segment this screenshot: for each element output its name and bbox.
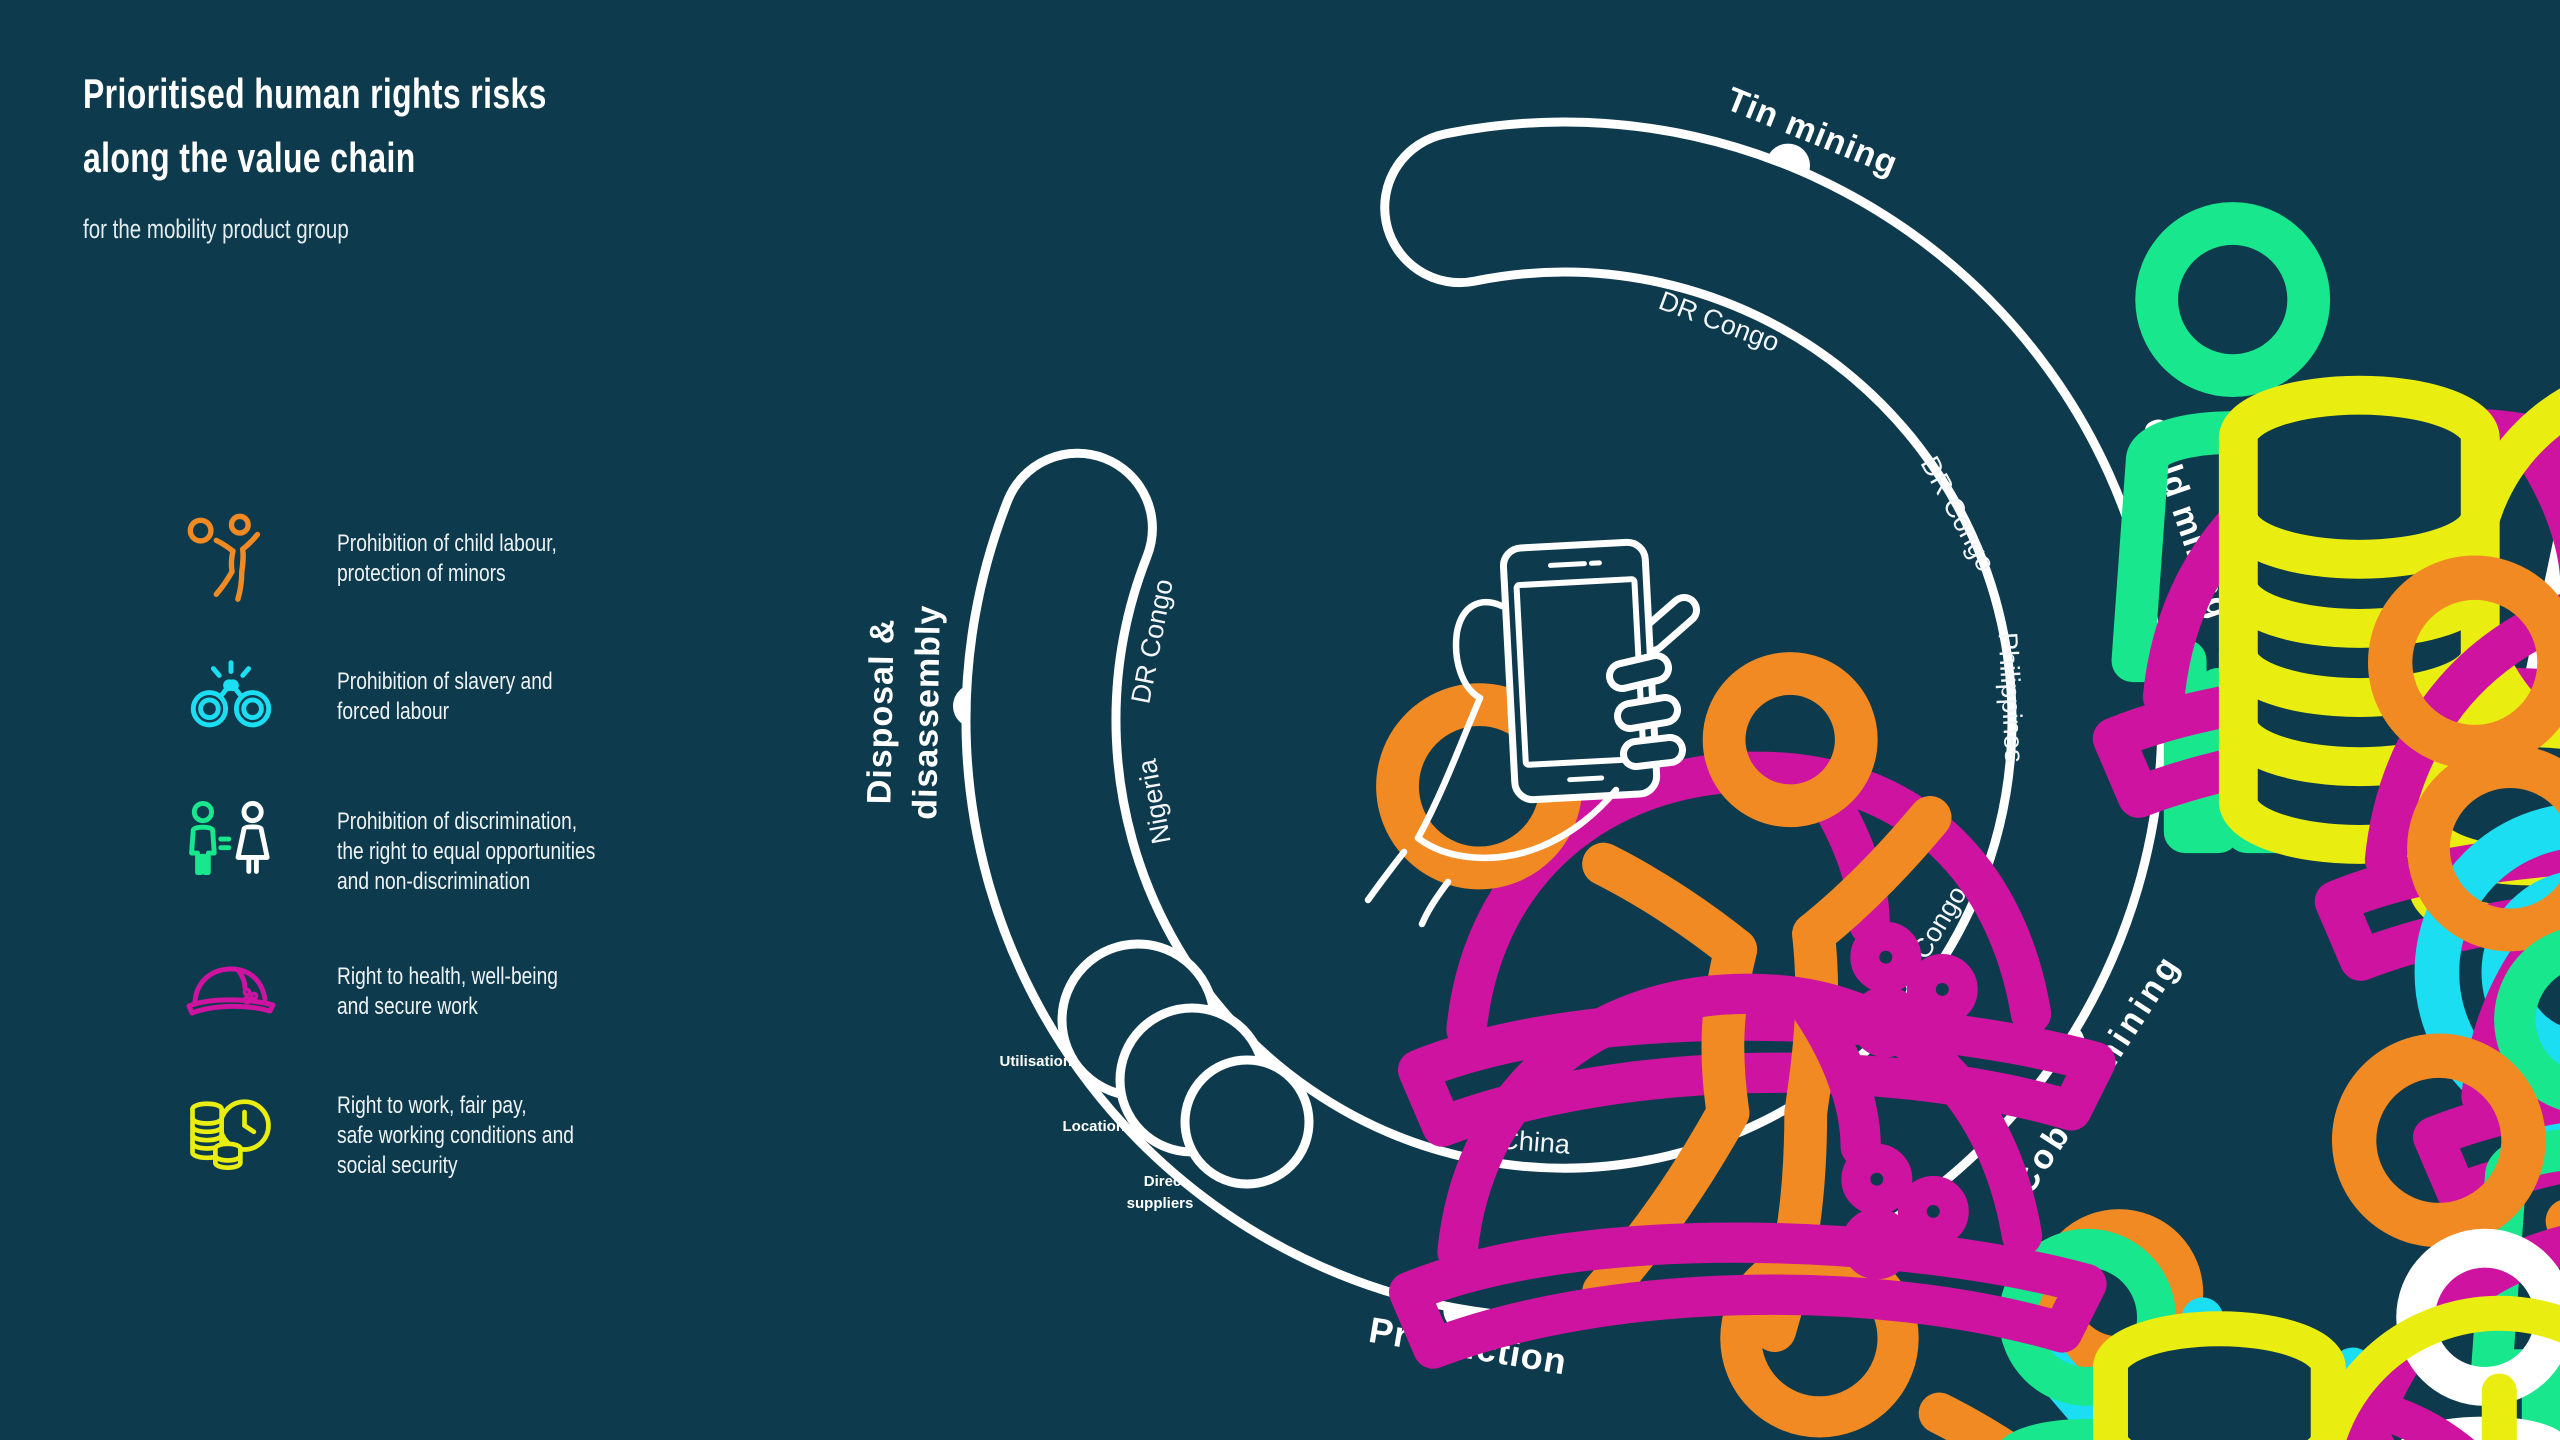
page-title: Prioritised human rights risks along the… [83,62,547,190]
discrimination-icon [165,798,297,906]
legend-item-discrimination: Prohibition of discrimination, the right… [165,798,660,906]
country-gold-philippines: Philippines [1993,632,2030,764]
fair-work-icon [165,1084,297,1188]
stage-label-disposal: Disposal & disassembly [860,604,948,820]
legend-item-child-labour: Prohibition of child labour, protection … [165,510,612,608]
legend-item-forced-labour: Prohibition of slavery and forced labour [165,648,606,746]
phone-home-bar [1567,775,1605,783]
legend-item-health: Right to health, well-being and secure w… [165,942,613,1042]
consumer-step-labels: Utilisation Location Direct suppliers [999,1053,1193,1212]
coil-loops [1057,939,1314,1189]
legend-label: Prohibition of discrimination, the right… [337,808,596,895]
label-direct-suppliers-1: Direct [1144,1173,1187,1190]
smartphone-in-hand [1364,538,1700,928]
title-line-2: along the value chain [83,134,416,181]
label-utilisation: Utilisation [999,1053,1072,1070]
child-labour-icon [165,510,297,608]
phone-speaker [1547,560,1602,568]
header: Prioritised human rights risks along the… [83,62,693,245]
legend-label: Prohibition of slavery and forced labour [337,668,553,725]
legend-label: Right to health, well-being and secure w… [337,963,558,1020]
title-line-1: Prioritised human rights risks [83,70,547,117]
direct-suppliers-loop [1180,1055,1314,1189]
forced-labour-icon [165,648,297,746]
page-subtitle: for the mobility product group [83,214,349,244]
legend-label: Right to work, fair pay, safe working co… [337,1092,574,1179]
svg-text:disassembly: disassembly [906,604,948,820]
label-direct-suppliers-2: suppliers [1127,1195,1194,1212]
value-chain-band [961,117,2167,1323]
label-location: Location [1063,1118,1126,1135]
legend-item-fair-work: Right to work, fair pay, safe working co… [165,1084,633,1188]
hand-fingers [1606,652,1686,770]
health-icon [165,942,297,1042]
country-disposal-nigeria: Nigeria [1131,756,1176,847]
hand-outline [1364,599,1620,928]
legend-label: Prohibition of child labour, protection … [337,530,557,587]
svg-text:Disposal &: Disposal & [860,618,901,804]
